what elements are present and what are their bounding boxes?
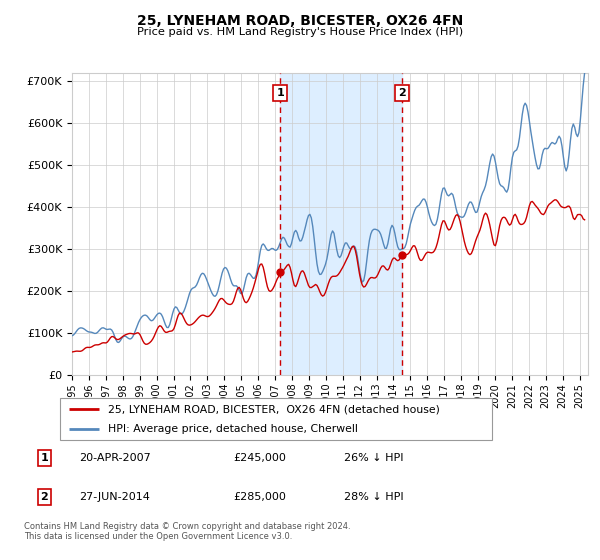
Text: 2: 2 <box>398 88 406 98</box>
FancyBboxPatch shape <box>60 398 492 440</box>
Text: 28% ↓ HPI: 28% ↓ HPI <box>344 492 404 502</box>
Text: 1: 1 <box>276 88 284 98</box>
Text: 1: 1 <box>41 453 49 463</box>
Text: 25, LYNEHAM ROAD, BICESTER,  OX26 4FN (detached house): 25, LYNEHAM ROAD, BICESTER, OX26 4FN (de… <box>107 404 439 414</box>
Text: 2: 2 <box>41 492 49 502</box>
Text: Price paid vs. HM Land Registry's House Price Index (HPI): Price paid vs. HM Land Registry's House … <box>137 27 463 37</box>
Text: 25, LYNEHAM ROAD, BICESTER, OX26 4FN: 25, LYNEHAM ROAD, BICESTER, OX26 4FN <box>137 14 463 28</box>
Bar <box>280 73 402 375</box>
Text: Contains HM Land Registry data © Crown copyright and database right 2024.
This d: Contains HM Land Registry data © Crown c… <box>24 522 350 542</box>
Text: £245,000: £245,000 <box>234 453 287 463</box>
Text: HPI: Average price, detached house, Cherwell: HPI: Average price, detached house, Cher… <box>107 424 358 434</box>
Text: 20-APR-2007: 20-APR-2007 <box>79 453 151 463</box>
Text: 26% ↓ HPI: 26% ↓ HPI <box>344 453 404 463</box>
Text: 27-JUN-2014: 27-JUN-2014 <box>79 492 150 502</box>
Text: £285,000: £285,000 <box>234 492 287 502</box>
